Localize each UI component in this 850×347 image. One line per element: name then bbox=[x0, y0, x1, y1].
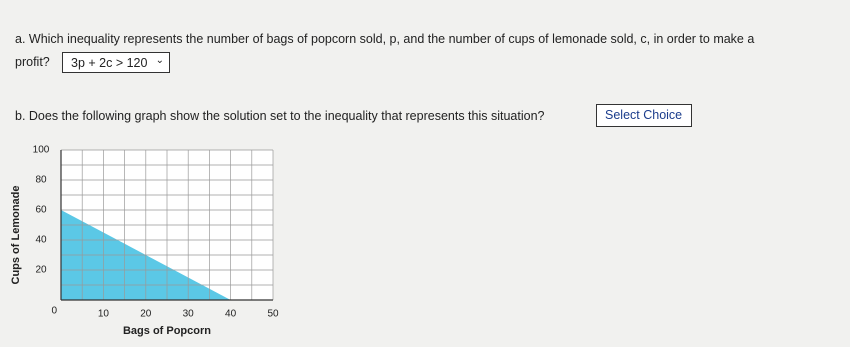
dropdown-value: Select Choice bbox=[605, 108, 683, 122]
x-tick-label: 50 bbox=[267, 309, 279, 320]
question-b: b. Does the following graph show the sol… bbox=[15, 109, 545, 123]
x-tick-label: 20 bbox=[140, 309, 152, 320]
y-tick-label: 60 bbox=[35, 205, 47, 216]
question-a-line: profit? bbox=[15, 55, 50, 69]
graph: 10 20 30 40 50 20 40 60 80 100 0 Bags of Popcorn Cup… bbox=[10, 145, 279, 337]
y-tick-label: 40 bbox=[35, 235, 47, 246]
y-axis-label: Cups of Lemonade bbox=[10, 185, 22, 284]
y-tick-label: 100 bbox=[33, 145, 50, 156]
x-axis-label: Bags of Popcorn bbox=[123, 325, 211, 337]
chevron: ⌄ bbox=[155, 55, 164, 66]
x-tick-label: 30 bbox=[183, 309, 195, 320]
origin-label: 0 bbox=[51, 306, 57, 317]
x-tick-label: 40 bbox=[225, 309, 237, 320]
y-tick-label: 20 bbox=[35, 265, 47, 276]
answer-dropdown[interactable]: 3p + 2c > 120 ⌄ bbox=[62, 52, 170, 73]
dropdown-value: 3p + 2c > 120 bbox=[71, 56, 148, 70]
y-tick-label: 80 bbox=[35, 175, 47, 186]
x-tick-label: 10 bbox=[98, 309, 110, 320]
question-a-line: a. Which inequality represents the numbe… bbox=[15, 32, 755, 46]
answer-dropdown[interactable]: Select Choice bbox=[596, 104, 692, 127]
